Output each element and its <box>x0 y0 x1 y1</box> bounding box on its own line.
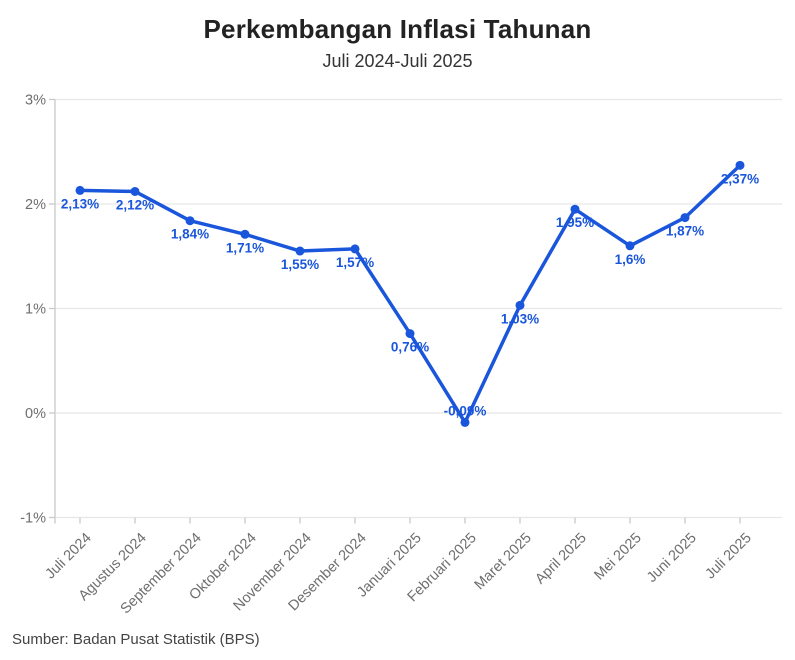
data-point-label: 1,71% <box>226 240 264 255</box>
x-tick-label: Juli 2024 <box>42 530 94 582</box>
data-point <box>405 329 415 339</box>
data-point-label: 2,37% <box>721 171 759 186</box>
data-point-label: 2,13% <box>61 196 99 211</box>
data-point <box>240 229 250 239</box>
x-tick-label: Maret 2025 <box>472 530 535 593</box>
x-tick-label: Juli 2025 <box>702 530 754 582</box>
chart-subtitle: Juli 2024-Juli 2025 <box>322 51 473 71</box>
x-tick-label: April 2025 <box>532 530 589 587</box>
data-point <box>350 244 360 254</box>
y-tick-label: 0% <box>25 406 46 422</box>
y-tick-label: -1% <box>20 511 46 527</box>
chart-title: Perkembangan Inflasi Tahunan <box>203 14 592 44</box>
x-tick-label: Juni 2025 <box>644 530 700 586</box>
y-tick-label: 1% <box>25 302 46 318</box>
data-point <box>625 241 635 251</box>
data-point <box>460 417 470 427</box>
data-point-label: 1,84% <box>171 227 209 242</box>
data-point-label: 1,03% <box>501 311 539 326</box>
y-tick-label: 2% <box>25 197 46 213</box>
data-point <box>735 160 745 170</box>
data-point <box>570 204 580 214</box>
chart-source: Sumber: Badan Pusat Statistik (BPS) <box>12 631 260 648</box>
x-tick-label: Mei 2025 <box>591 530 644 583</box>
data-point-label: -0,09% <box>444 403 487 418</box>
data-point <box>680 213 690 223</box>
data-point-label: 1,87% <box>666 224 704 239</box>
data-point <box>75 185 85 195</box>
data-point-label: 1,57% <box>336 255 374 270</box>
data-point <box>185 216 195 226</box>
data-point <box>295 246 305 256</box>
data-point-label: 1,95% <box>556 215 594 230</box>
data-point-label: 2,12% <box>116 197 154 212</box>
data-point-label: 0,76% <box>391 340 429 355</box>
y-tick-label: 3% <box>25 93 46 109</box>
data-point-label: 1,6% <box>615 252 646 267</box>
data-point <box>515 300 525 310</box>
data-point <box>130 186 140 196</box>
data-point-label: 1,55% <box>281 257 319 272</box>
